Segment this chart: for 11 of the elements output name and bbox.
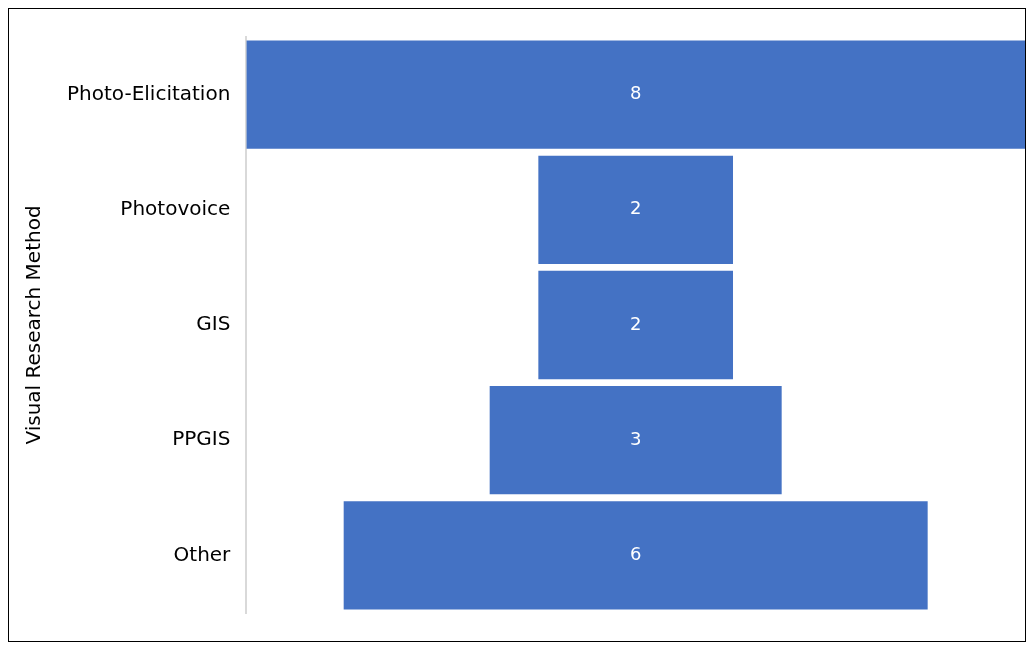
data-label: 6 bbox=[629, 543, 642, 565]
category-label: Photovoice bbox=[120, 196, 231, 220]
data-label: 3 bbox=[629, 427, 642, 449]
data-label: 2 bbox=[629, 197, 642, 219]
data-label: 2 bbox=[629, 312, 642, 334]
category-label: GIS bbox=[196, 311, 231, 336]
data-label: 8 bbox=[629, 82, 642, 104]
category-label: Photo-Elicitation bbox=[66, 80, 231, 105]
category-label: PPGIS bbox=[172, 426, 231, 451]
text: Visual Research Method bbox=[21, 205, 46, 445]
category-label: Other bbox=[173, 541, 232, 566]
